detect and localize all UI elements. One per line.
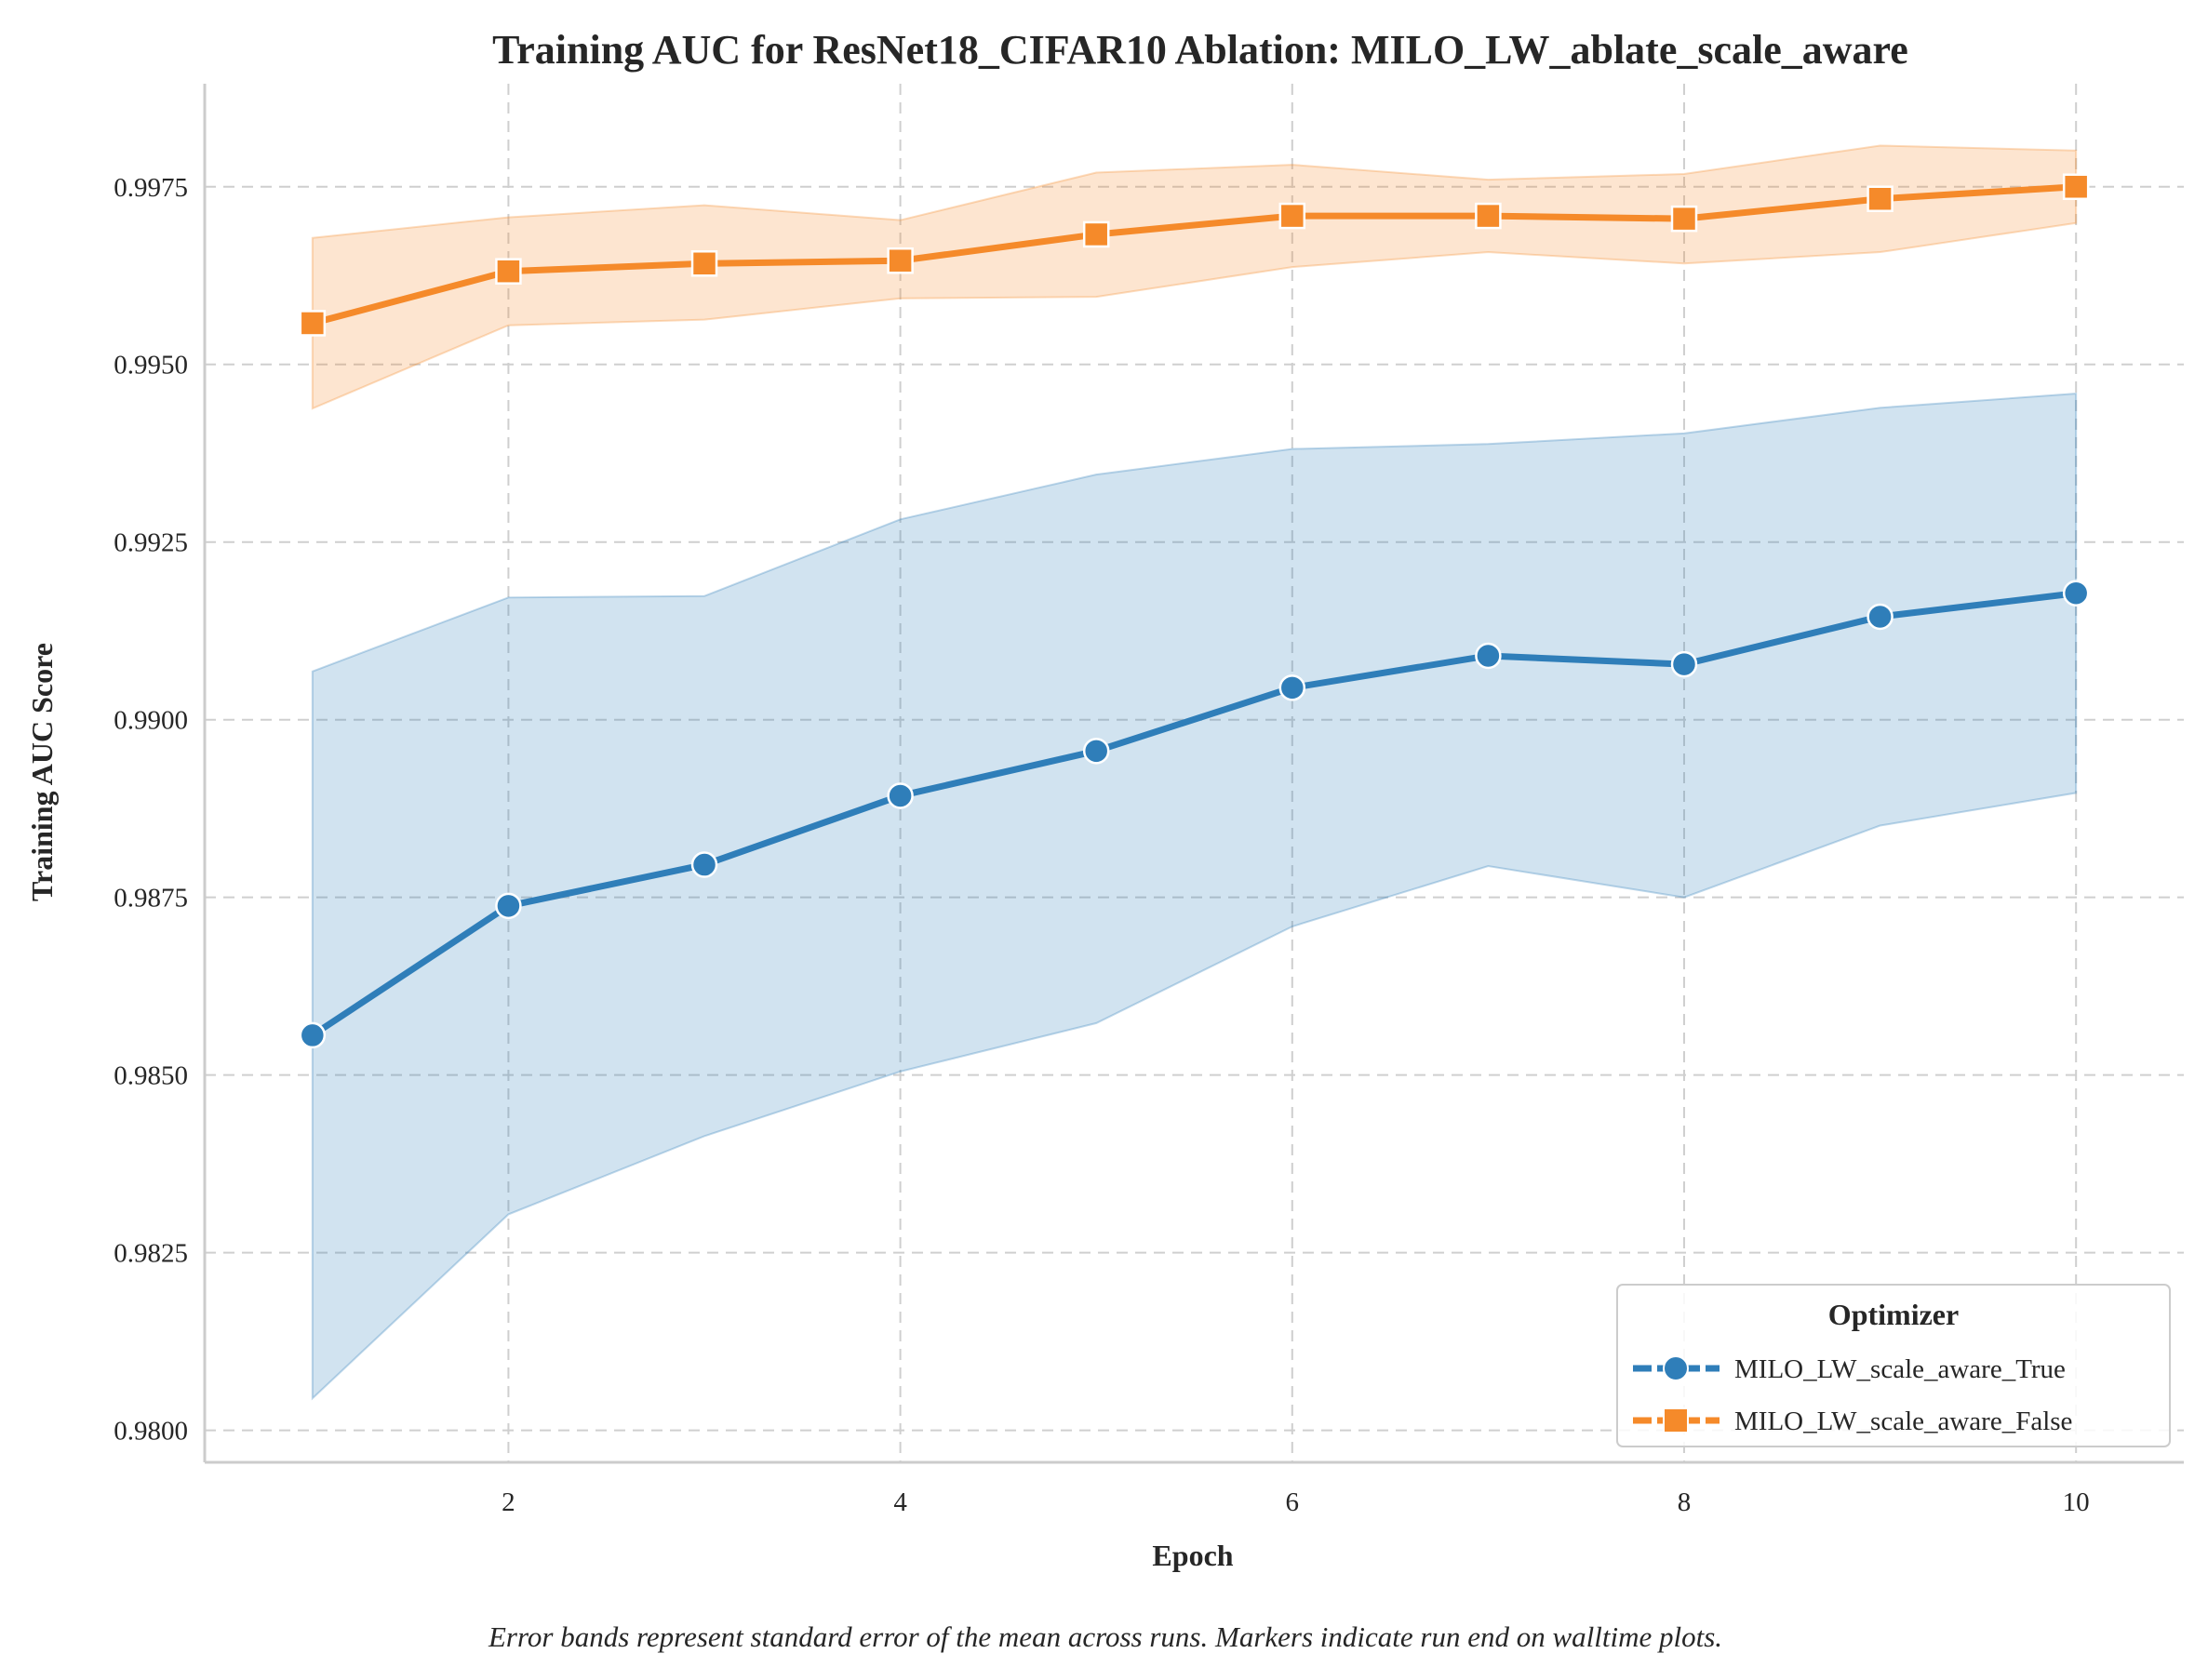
data-point	[299, 1021, 327, 1049]
y-tick-label: 0.9825	[114, 1239, 188, 1269]
data-point	[690, 250, 718, 277]
data-point	[887, 782, 914, 809]
legend-label-0: MILO_LW_scale_aware_True	[1734, 1354, 2066, 1384]
legend: Optimizer MILO_LW_scale_aware_True MILO_L…	[1616, 1284, 2171, 1447]
data-point	[495, 258, 522, 285]
data-point	[690, 851, 718, 878]
tick-labels: 0.9800 0.9825 0.9850 0.9875 0.9900 0.9925 0.99…	[114, 173, 2089, 1517]
legend-label-1: MILO_LW_scale_aware_False	[1734, 1407, 2072, 1436]
x-tick-label: 2	[502, 1487, 515, 1517]
series-markers	[299, 173, 2090, 1049]
data-point	[1082, 738, 1110, 765]
y-axis-label: Training AUC Score	[25, 643, 59, 901]
y-tick-label: 0.9875	[114, 884, 188, 913]
y-tick-label: 0.9850	[114, 1061, 188, 1091]
series-line-1	[309, 183, 2080, 327]
data-point	[1278, 674, 1306, 701]
data-point	[1475, 202, 1502, 230]
data-point	[1867, 603, 1894, 631]
x-tick-label: 10	[2063, 1487, 2090, 1517]
series-lines	[309, 183, 2080, 1039]
data-point	[495, 892, 522, 920]
data-point	[887, 247, 914, 274]
y-tick-label: 0.9925	[114, 528, 188, 558]
x-tick-label: 8	[1678, 1487, 1692, 1517]
x-tick-label: 6	[1286, 1487, 1300, 1517]
error-bands	[311, 144, 2078, 1401]
x-tick-label: 4	[893, 1487, 907, 1517]
series-line-0	[309, 590, 2080, 1039]
x-axis-label: Epoch	[1152, 1539, 1233, 1572]
legend-marker-square	[1663, 1407, 1689, 1433]
data-point	[1082, 220, 1110, 248]
grid-lines	[205, 84, 2184, 1462]
data-point	[2062, 580, 2090, 607]
legend-marker-circle	[1663, 1355, 1689, 1381]
data-point	[1475, 642, 1502, 670]
y-tick-label: 0.9800	[114, 1417, 188, 1447]
data-point	[1278, 202, 1306, 230]
data-point	[1670, 205, 1698, 233]
y-tick-label: 0.9900	[114, 706, 188, 736]
legend-title: Optimizer	[1828, 1298, 1959, 1331]
legend-box	[1616, 1284, 2171, 1447]
y-tick-label: 0.9950	[114, 351, 188, 380]
data-point	[2062, 173, 2090, 201]
chart-title: Training AUC for ResNet18_CIFAR10 Ablati…	[492, 27, 1908, 73]
data-point	[1670, 650, 1698, 678]
chart-caption: Error bands represent standard error of …	[488, 1620, 1722, 1653]
data-point	[299, 310, 327, 337]
y-tick-label: 0.9975	[114, 173, 188, 203]
axes	[203, 84, 2184, 1464]
error-band-0	[311, 392, 2078, 1401]
error-band-1	[311, 144, 2078, 410]
data-point	[1867, 185, 1894, 213]
